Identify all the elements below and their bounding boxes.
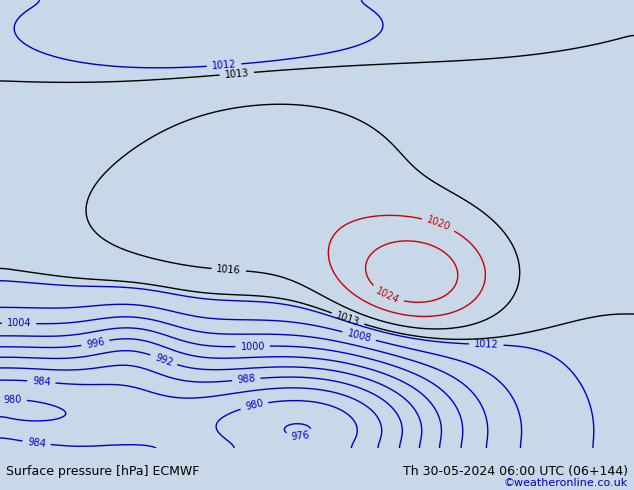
Text: Surface pressure [hPa] ECMWF: Surface pressure [hPa] ECMWF [6,465,200,478]
Text: 1012: 1012 [474,339,499,350]
Text: 1013: 1013 [224,68,249,80]
Text: 1012: 1012 [211,59,236,71]
Text: 1004: 1004 [7,318,31,328]
Text: 1013: 1013 [335,310,361,327]
Text: 976: 976 [290,430,310,442]
Text: Th 30-05-2024 06:00 UTC (06+144): Th 30-05-2024 06:00 UTC (06+144) [403,465,628,478]
Text: 988: 988 [236,374,256,385]
Text: 1016: 1016 [216,264,242,276]
Text: 1020: 1020 [425,215,452,233]
Text: 1000: 1000 [240,341,265,351]
Text: 1008: 1008 [346,328,372,344]
Text: 980: 980 [244,398,264,413]
Text: 984: 984 [32,376,51,388]
Text: 996: 996 [86,336,105,349]
Text: 980: 980 [3,395,22,405]
Text: 1024: 1024 [374,286,401,305]
Text: ©weatheronline.co.uk: ©weatheronline.co.uk [503,478,628,488]
Text: 984: 984 [27,437,46,449]
Text: 992: 992 [153,352,174,368]
